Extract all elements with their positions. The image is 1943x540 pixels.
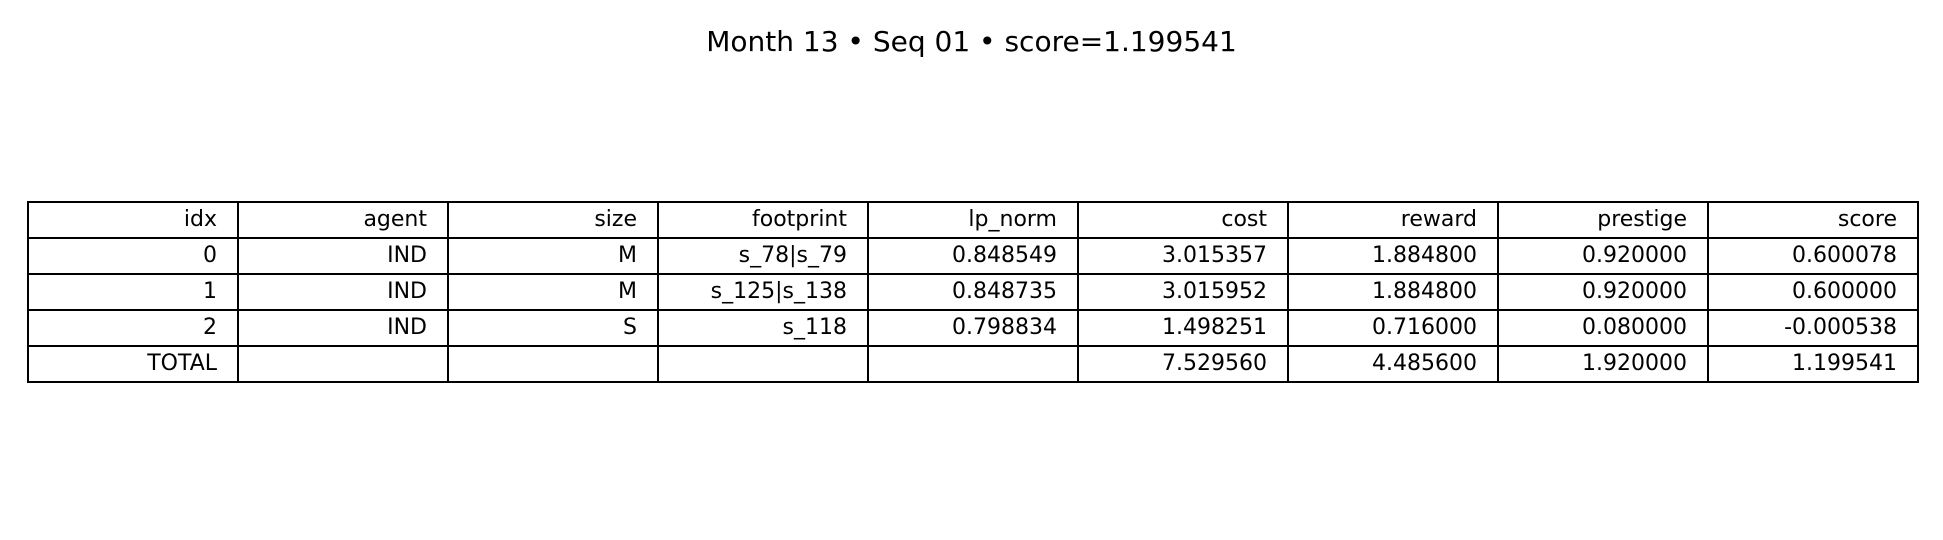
table-cell-lp-norm: 0.848549: [867, 237, 1079, 275]
column-header-score: score: [1707, 201, 1919, 239]
table-header-row: idx agent size footprint lp_norm cost reward pr…: [27, 201, 1919, 239]
table-cell-agent: [237, 345, 449, 383]
table-cell-footprint: [657, 345, 869, 383]
table-cell-idx: 1: [27, 273, 239, 311]
table-cell-agent: IND: [237, 309, 449, 347]
table-body: idx agent size footprint lp_norm cost reward pr…: [27, 201, 1919, 383]
table-cell-size: [447, 345, 659, 383]
table-cell-reward: 4.485600: [1287, 345, 1499, 383]
table-cell-prestige: 0.920000: [1497, 237, 1709, 275]
table-cell-cost: 3.015952: [1077, 273, 1289, 311]
table-cell-lp-norm: [867, 345, 1079, 383]
column-header-agent: agent: [237, 201, 449, 239]
column-header-size: size: [447, 201, 659, 239]
total-row: TOTAL 7.529560 4.485600 1.920000 1.199541: [27, 345, 1919, 383]
table-cell-size: M: [447, 237, 659, 275]
chart-title: Month 13 • Seq 01 • score=1.199541: [706, 25, 1237, 58]
table-cell-agent: IND: [237, 273, 449, 311]
table-cell-cost: 1.498251: [1077, 309, 1289, 347]
table-cell-size: M: [447, 273, 659, 311]
table-cell-cost: 7.529560: [1077, 345, 1289, 383]
table-cell-cost: 3.015357: [1077, 237, 1289, 275]
table-cell-size: S: [447, 309, 659, 347]
table-cell-prestige: 0.080000: [1497, 309, 1709, 347]
table-cell-score: 0.600000: [1707, 273, 1919, 311]
results-table: idx agent size footprint lp_norm cost reward pr…: [27, 201, 1919, 383]
table-cell-score: 1.199541: [1707, 345, 1919, 383]
table-cell-agent: IND: [237, 237, 449, 275]
table-cell-footprint: s_118: [657, 309, 869, 347]
table-cell-score: 0.600078: [1707, 237, 1919, 275]
table-cell-prestige: 1.920000: [1497, 345, 1709, 383]
table-cell-prestige: 0.920000: [1497, 273, 1709, 311]
table-cell-score: -0.000538: [1707, 309, 1919, 347]
column-header-lp-norm: lp_norm: [867, 201, 1079, 239]
column-header-reward: reward: [1287, 201, 1499, 239]
column-header-footprint: footprint: [657, 201, 869, 239]
table-cell-lp-norm: 0.798834: [867, 309, 1079, 347]
table-cell-footprint: s_125|s_138: [657, 273, 869, 311]
table-cell-idx: 2: [27, 309, 239, 347]
column-header-cost: cost: [1077, 201, 1289, 239]
table-cell-lp-norm: 0.848735: [867, 273, 1079, 311]
table-cell-footprint: s_78|s_79: [657, 237, 869, 275]
column-header-prestige: prestige: [1497, 201, 1709, 239]
column-header-idx: idx: [27, 201, 239, 239]
table-cell-reward: 0.716000: [1287, 309, 1499, 347]
table-cell-idx: TOTAL: [27, 345, 239, 383]
table-cell-reward: 1.884800: [1287, 273, 1499, 311]
table-cell-idx: 0: [27, 237, 239, 275]
table-cell-reward: 1.884800: [1287, 237, 1499, 275]
